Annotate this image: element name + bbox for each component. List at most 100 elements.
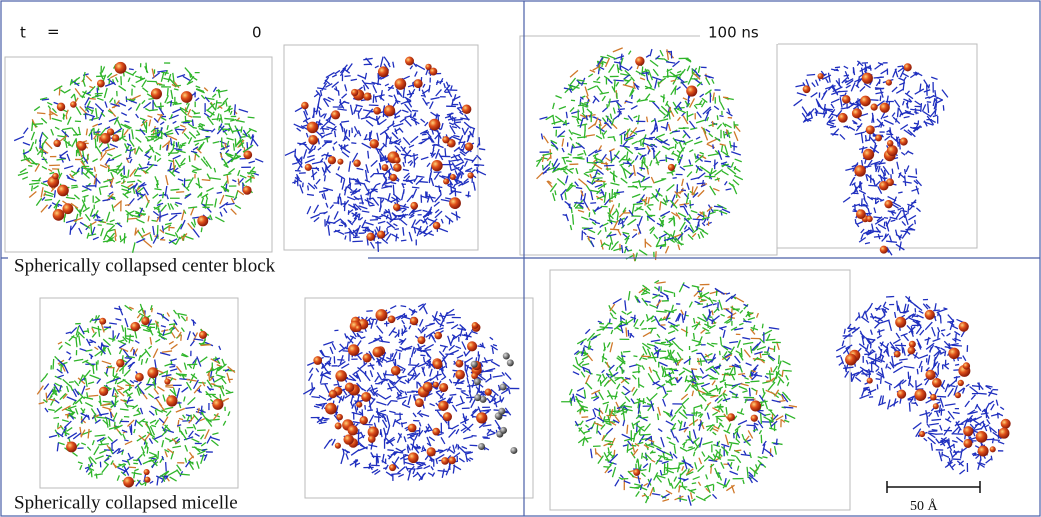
chain-segment	[407, 195, 413, 202]
chain-segment	[668, 478, 670, 485]
chain-segment	[174, 310, 177, 314]
chain-segment	[123, 337, 127, 342]
chain-segment	[477, 167, 478, 173]
chain-segment	[734, 175, 743, 179]
chain-segment	[128, 218, 138, 219]
chain-segment	[416, 64, 425, 69]
chain-segment	[368, 445, 377, 447]
chain-segment	[604, 192, 606, 203]
chain-segment	[682, 69, 685, 73]
chain-segment	[620, 164, 624, 165]
chain-segment	[390, 137, 391, 144]
chain-segment	[452, 335, 457, 338]
bead	[405, 57, 414, 66]
chain-segment	[345, 186, 347, 195]
chain-segment	[95, 139, 96, 149]
chain-segment	[399, 218, 407, 225]
chain-segment	[328, 97, 334, 100]
chain-segment	[144, 102, 151, 108]
chain-segment	[187, 382, 192, 390]
chain-segment	[441, 377, 446, 380]
chain-segment	[669, 147, 674, 149]
chain-segment	[96, 178, 97, 188]
chain-segment	[656, 134, 664, 137]
chain-segment	[176, 408, 185, 412]
chain-segment	[44, 192, 46, 196]
chain-segment	[62, 420, 69, 422]
bead	[151, 88, 162, 99]
chain-segment	[611, 151, 612, 161]
chain-segment	[638, 153, 641, 156]
chain-segment	[884, 120, 894, 124]
chain-segment	[199, 142, 204, 150]
chain-segment	[184, 133, 189, 139]
chain-segment	[419, 422, 420, 426]
chain-segment	[696, 120, 705, 123]
chain-segment	[115, 229, 116, 237]
chain-segment	[186, 415, 191, 416]
chain-segment	[453, 445, 455, 453]
chain-segment	[631, 106, 637, 110]
chain-segment	[588, 229, 595, 232]
chain-segment	[874, 144, 875, 152]
chain-segment	[625, 70, 630, 74]
bead	[328, 156, 336, 164]
chain-segment	[707, 139, 716, 143]
chain-segment	[316, 179, 320, 184]
chain-segment	[236, 120, 245, 122]
chain-segment	[442, 469, 444, 478]
chain-segment	[416, 220, 421, 225]
chain-segment	[570, 137, 572, 140]
chain-segment	[69, 382, 74, 383]
chain-segment	[573, 214, 574, 224]
chain-segment	[358, 114, 359, 119]
chain-segment	[338, 109, 347, 110]
chain-segment	[769, 328, 779, 330]
bead	[433, 382, 439, 388]
chain-segment	[165, 407, 174, 409]
chain-segment	[113, 413, 116, 421]
chain-segment	[90, 375, 100, 379]
bead	[423, 382, 433, 392]
chain-segment	[196, 134, 200, 135]
chain-segment	[372, 216, 379, 217]
chain-segment	[211, 440, 218, 446]
bead	[871, 104, 878, 111]
chain-segment	[423, 305, 427, 314]
chain-segment	[228, 411, 230, 415]
chain-segment	[47, 102, 52, 104]
chain-segment	[619, 203, 620, 207]
chain-segment	[475, 164, 485, 165]
chain-segment	[775, 446, 777, 455]
chain-segment	[34, 124, 43, 125]
chain-segment	[421, 350, 431, 351]
chain-segment	[88, 415, 89, 420]
chain-segment	[714, 106, 719, 109]
chain-segment	[107, 212, 110, 222]
chain-segment	[678, 244, 680, 249]
chain-segment	[54, 190, 55, 197]
chain-segment	[366, 311, 372, 312]
chain-segment	[621, 160, 632, 161]
chain-segment	[723, 330, 725, 338]
chain-segment	[695, 153, 697, 159]
chain-segment	[75, 88, 80, 95]
chain-segment	[162, 226, 163, 232]
chain-segment	[908, 206, 909, 214]
chain-segment	[897, 108, 898, 118]
chain-segment	[367, 410, 373, 411]
chain-segment	[762, 324, 763, 329]
chain-segment	[377, 133, 379, 141]
chain-segment	[443, 347, 446, 352]
chain-segment	[422, 134, 427, 135]
chain-segment	[157, 313, 162, 314]
chain-segment	[248, 117, 255, 118]
chain-segment	[627, 151, 628, 159]
chain-segment	[613, 48, 623, 52]
chain-segment	[119, 306, 123, 315]
chain-segment	[142, 421, 148, 422]
chain-segment	[354, 134, 356, 137]
bead	[57, 103, 65, 111]
chain-segment	[633, 230, 637, 231]
chain-segment	[661, 437, 664, 447]
